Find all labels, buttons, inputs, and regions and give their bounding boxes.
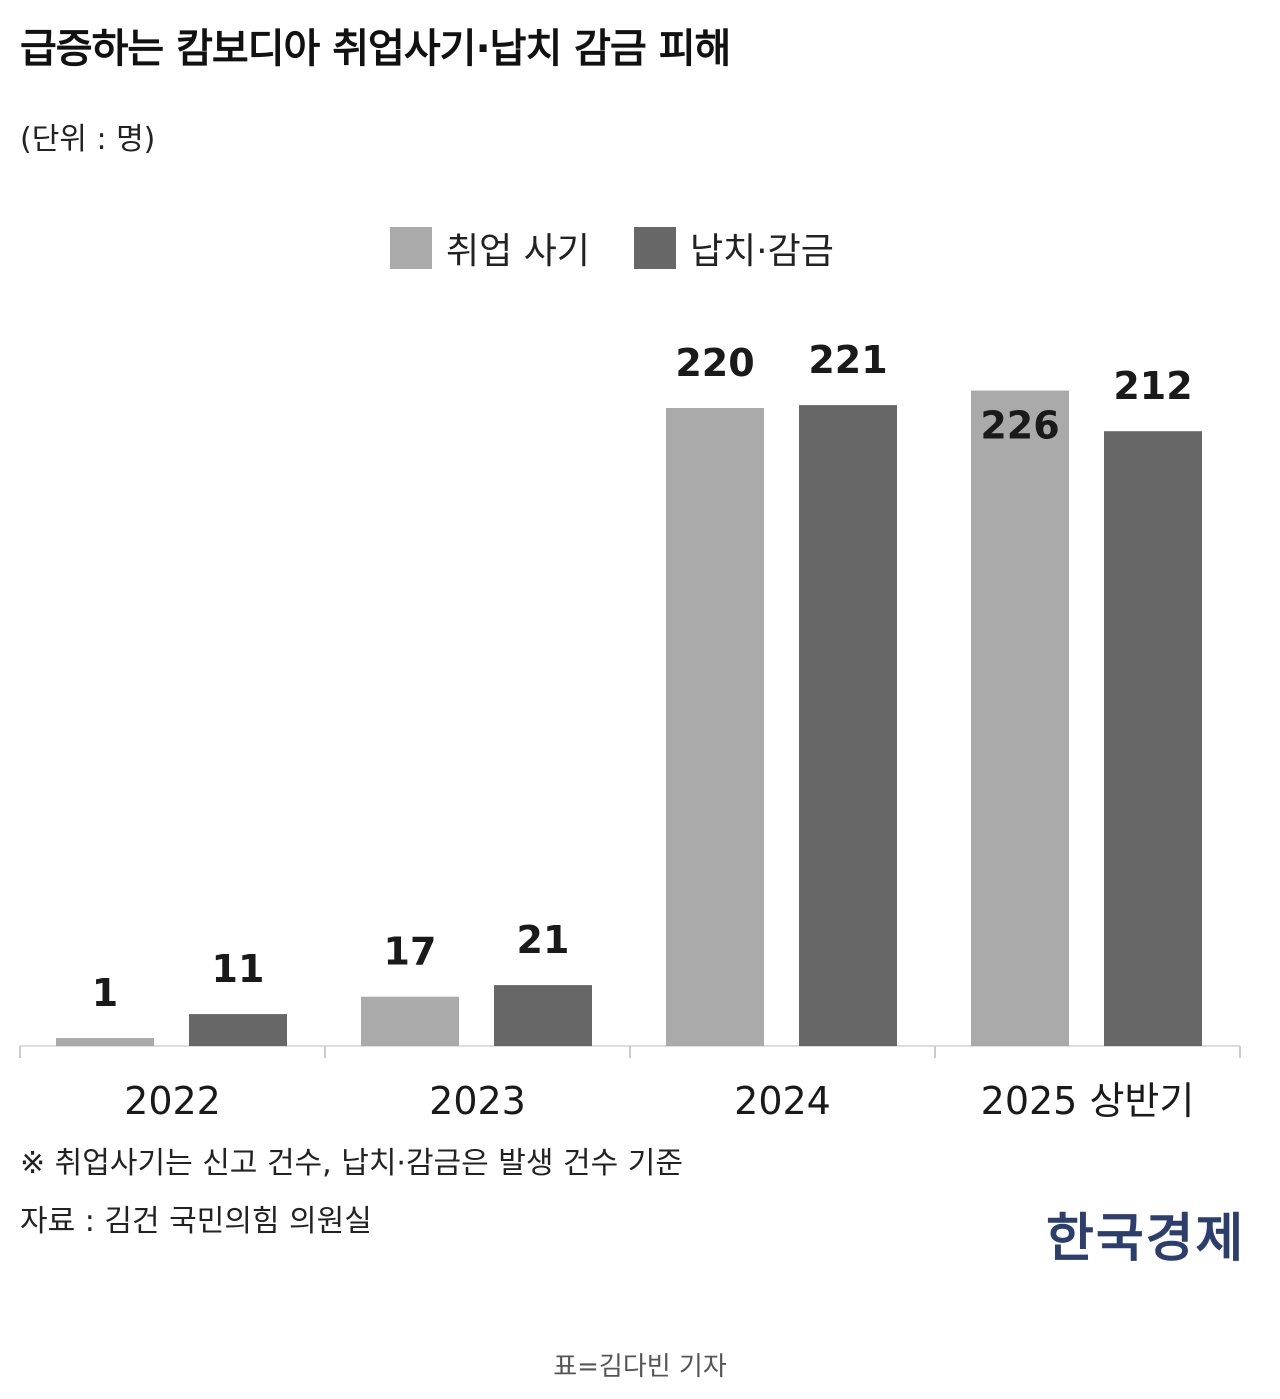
bar-kidnap-3 xyxy=(1104,431,1202,1046)
bar-kidnap-0 xyxy=(189,1014,287,1046)
credit-text: 표=김다빈 기자 xyxy=(553,1352,727,1382)
bar-scam-1 xyxy=(361,996,459,1046)
legend-item-scam: 취업 사기 xyxy=(390,222,590,274)
unit-label: (단위 : 명) xyxy=(20,122,156,157)
legend-label-kidnap: 납치·감금 xyxy=(689,231,834,272)
legend-item-kidnap: 납치·감금 xyxy=(633,222,834,274)
legend-label-scam: 취업 사기 xyxy=(446,231,590,272)
x-tick-label: 2022 xyxy=(124,1079,221,1123)
source-text: 자료 : 김건 국민의힘 의원실 xyxy=(20,1204,372,1239)
bar-scam-3 xyxy=(971,390,1069,1047)
data-label: 1 xyxy=(92,971,118,1015)
data-label: 220 xyxy=(675,341,754,385)
bar-kidnap-2 xyxy=(799,405,897,1047)
data-label: 226 xyxy=(980,404,1059,448)
legend: 취업 사기 납치·감금 xyxy=(390,222,878,274)
bar-scam-0 xyxy=(56,1038,154,1046)
chart-title: 급증하는 캄보디아 취업사기·납치 감금 피해 xyxy=(20,26,731,72)
bar-kidnap-1 xyxy=(494,985,592,1046)
x-tick-label: 2025 상반기 xyxy=(981,1079,1195,1123)
publisher-logo: 한국경제 xyxy=(1046,1208,1246,1269)
footnote: ※ 취업사기는 신고 건수, 납치·감금은 발생 건수 기준 xyxy=(20,1146,683,1181)
legend-swatch-scam xyxy=(390,227,432,269)
x-tick-label: 2024 xyxy=(734,1079,831,1123)
data-label: 221 xyxy=(808,338,887,382)
data-label: 11 xyxy=(212,947,265,991)
data-label: 21 xyxy=(517,918,570,962)
legend-swatch-kidnap xyxy=(633,227,676,269)
x-tick-label: 2023 xyxy=(429,1079,526,1123)
data-label: 212 xyxy=(1113,364,1192,408)
data-label: 17 xyxy=(384,930,437,974)
bar-scam-2 xyxy=(666,408,764,1046)
